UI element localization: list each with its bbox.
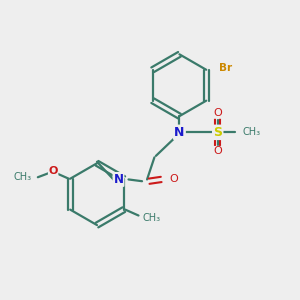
Text: N: N: [174, 126, 184, 139]
Text: Br: Br: [219, 63, 232, 73]
Text: O: O: [213, 146, 222, 157]
Text: CH₃: CH₃: [243, 127, 261, 137]
Text: N: N: [113, 173, 124, 186]
Text: H: H: [114, 174, 122, 184]
Text: O: O: [213, 108, 222, 118]
Text: O: O: [49, 166, 58, 176]
Text: CH₃: CH₃: [143, 213, 161, 223]
Text: O: O: [169, 174, 178, 184]
Text: CH₃: CH₃: [14, 172, 32, 182]
Text: S: S: [213, 126, 222, 139]
